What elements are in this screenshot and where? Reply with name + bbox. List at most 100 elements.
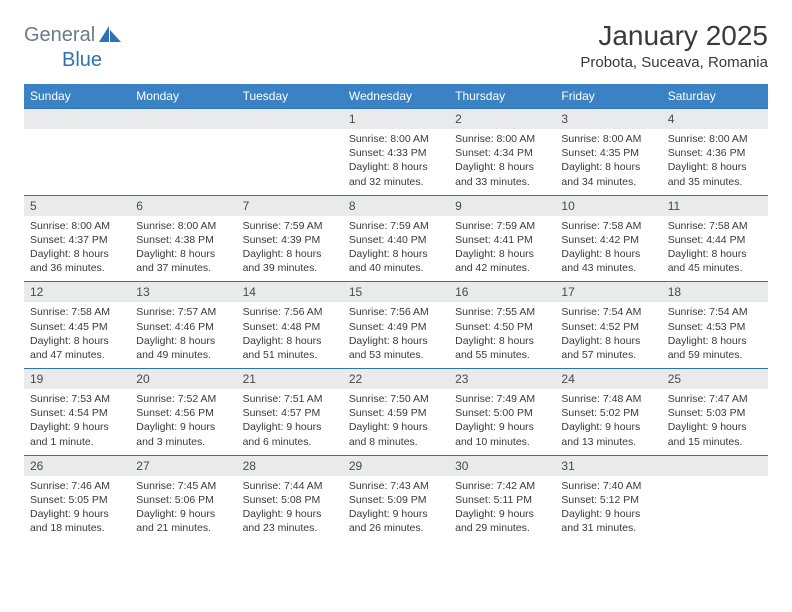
calendar-cell: 20Sunrise: 7:52 AMSunset: 4:56 PMDayligh… [130, 369, 236, 456]
day-detail: Sunrise: 7:46 AMSunset: 5:05 PMDaylight:… [24, 476, 130, 542]
calendar-cell: . [237, 109, 343, 196]
calendar-cell: 7Sunrise: 7:59 AMSunset: 4:39 PMDaylight… [237, 195, 343, 282]
day-detail: Sunrise: 8:00 AMSunset: 4:34 PMDaylight:… [449, 129, 555, 195]
weekday-sunday: Sunday [24, 84, 130, 109]
calendar-cell: 9Sunrise: 7:59 AMSunset: 4:41 PMDaylight… [449, 195, 555, 282]
day-number: 29 [343, 456, 449, 476]
calendar-cell: 3Sunrise: 8:00 AMSunset: 4:35 PMDaylight… [555, 109, 661, 196]
calendar-row: 26Sunrise: 7:46 AMSunset: 5:05 PMDayligh… [24, 455, 768, 541]
day-number: 27 [130, 456, 236, 476]
brand-second: Blue [62, 49, 102, 71]
calendar-cell: 19Sunrise: 7:53 AMSunset: 4:54 PMDayligh… [24, 369, 130, 456]
calendar-cell: 15Sunrise: 7:56 AMSunset: 4:49 PMDayligh… [343, 282, 449, 369]
day-detail: Sunrise: 7:58 AMSunset: 4:44 PMDaylight:… [662, 216, 768, 282]
day-detail: Sunrise: 7:44 AMSunset: 5:08 PMDaylight:… [237, 476, 343, 542]
day-detail: Sunrise: 7:56 AMSunset: 4:48 PMDaylight:… [237, 302, 343, 368]
day-number: 4 [662, 109, 768, 129]
calendar-cell: 21Sunrise: 7:51 AMSunset: 4:57 PMDayligh… [237, 369, 343, 456]
weekday-friday: Friday [555, 84, 661, 109]
calendar-cell: 26Sunrise: 7:46 AMSunset: 5:05 PMDayligh… [24, 455, 130, 541]
day-detail: Sunrise: 7:57 AMSunset: 4:46 PMDaylight:… [130, 302, 236, 368]
weekday-wednesday: Wednesday [343, 84, 449, 109]
brand-mark-icon [99, 24, 121, 47]
weekday-saturday: Saturday [662, 84, 768, 109]
calendar-cell: 23Sunrise: 7:49 AMSunset: 5:00 PMDayligh… [449, 369, 555, 456]
calendar-cell: 14Sunrise: 7:56 AMSunset: 4:48 PMDayligh… [237, 282, 343, 369]
calendar-table: SundayMondayTuesdayWednesdayThursdayFrid… [24, 84, 768, 541]
calendar-cell: 18Sunrise: 7:54 AMSunset: 4:53 PMDayligh… [662, 282, 768, 369]
day-number: 15 [343, 282, 449, 302]
calendar-row: 12Sunrise: 7:58 AMSunset: 4:45 PMDayligh… [24, 282, 768, 369]
calendar-cell: 30Sunrise: 7:42 AMSunset: 5:11 PMDayligh… [449, 455, 555, 541]
day-detail: Sunrise: 7:50 AMSunset: 4:59 PMDaylight:… [343, 389, 449, 455]
day-number: 6 [130, 196, 236, 216]
calendar-cell: 27Sunrise: 7:45 AMSunset: 5:06 PMDayligh… [130, 455, 236, 541]
day-detail: Sunrise: 7:59 AMSunset: 4:41 PMDaylight:… [449, 216, 555, 282]
weekday-header: SundayMondayTuesdayWednesdayThursdayFrid… [24, 84, 768, 109]
day-detail: Sunrise: 7:49 AMSunset: 5:00 PMDaylight:… [449, 389, 555, 455]
day-number: 30 [449, 456, 555, 476]
day-number: 5 [24, 196, 130, 216]
day-detail: Sunrise: 8:00 AMSunset: 4:37 PMDaylight:… [24, 216, 130, 282]
calendar-cell: 13Sunrise: 7:57 AMSunset: 4:46 PMDayligh… [130, 282, 236, 369]
calendar-page: General January 2025 Probota, Suceava, R… [0, 0, 792, 561]
calendar-row: 5Sunrise: 8:00 AMSunset: 4:37 PMDaylight… [24, 195, 768, 282]
calendar-cell: 31Sunrise: 7:40 AMSunset: 5:12 PMDayligh… [555, 455, 661, 541]
day-detail: Sunrise: 7:54 AMSunset: 4:52 PMDaylight:… [555, 302, 661, 368]
weekday-monday: Monday [130, 84, 236, 109]
day-number: 12 [24, 282, 130, 302]
day-detail: Sunrise: 8:00 AMSunset: 4:35 PMDaylight:… [555, 129, 661, 195]
calendar-cell: 28Sunrise: 7:44 AMSunset: 5:08 PMDayligh… [237, 455, 343, 541]
day-detail: Sunrise: 7:40 AMSunset: 5:12 PMDaylight:… [555, 476, 661, 542]
calendar-cell: . [130, 109, 236, 196]
day-detail: Sunrise: 7:47 AMSunset: 5:03 PMDaylight:… [662, 389, 768, 455]
calendar-cell: 1Sunrise: 8:00 AMSunset: 4:33 PMDaylight… [343, 109, 449, 196]
day-number: 9 [449, 196, 555, 216]
calendar-row: ...1Sunrise: 8:00 AMSunset: 4:33 PMDayli… [24, 109, 768, 196]
day-number: 16 [449, 282, 555, 302]
day-number: 21 [237, 369, 343, 389]
day-number: 24 [555, 369, 661, 389]
day-detail: Sunrise: 7:53 AMSunset: 4:54 PMDaylight:… [24, 389, 130, 455]
calendar-cell: 24Sunrise: 7:48 AMSunset: 5:02 PMDayligh… [555, 369, 661, 456]
calendar-row: 19Sunrise: 7:53 AMSunset: 4:54 PMDayligh… [24, 369, 768, 456]
day-detail: Sunrise: 7:45 AMSunset: 5:06 PMDaylight:… [130, 476, 236, 542]
day-detail: Sunrise: 7:59 AMSunset: 4:39 PMDaylight:… [237, 216, 343, 282]
calendar-cell: 5Sunrise: 8:00 AMSunset: 4:37 PMDaylight… [24, 195, 130, 282]
calendar-cell: 10Sunrise: 7:58 AMSunset: 4:42 PMDayligh… [555, 195, 661, 282]
day-number: 11 [662, 196, 768, 216]
calendar-body: ...1Sunrise: 8:00 AMSunset: 4:33 PMDayli… [24, 109, 768, 542]
day-number: 23 [449, 369, 555, 389]
calendar-cell: 4Sunrise: 8:00 AMSunset: 4:36 PMDaylight… [662, 109, 768, 196]
brand-logo: General [24, 24, 123, 47]
day-number: 22 [343, 369, 449, 389]
day-number: 26 [24, 456, 130, 476]
day-detail: Sunrise: 7:48 AMSunset: 5:02 PMDaylight:… [555, 389, 661, 455]
day-number: 2 [449, 109, 555, 129]
day-number: 1 [343, 109, 449, 129]
weekday-thursday: Thursday [449, 84, 555, 109]
calendar-cell: 16Sunrise: 7:55 AMSunset: 4:50 PMDayligh… [449, 282, 555, 369]
day-number: 7 [237, 196, 343, 216]
calendar-cell: 25Sunrise: 7:47 AMSunset: 5:03 PMDayligh… [662, 369, 768, 456]
day-detail: Sunrise: 7:58 AMSunset: 4:45 PMDaylight:… [24, 302, 130, 368]
day-detail: Sunrise: 7:59 AMSunset: 4:40 PMDaylight:… [343, 216, 449, 282]
month-title: January 2025 [580, 20, 768, 52]
calendar-cell: . [662, 455, 768, 541]
calendar-cell: . [24, 109, 130, 196]
day-number: 31 [555, 456, 661, 476]
calendar-cell: 12Sunrise: 7:58 AMSunset: 4:45 PMDayligh… [24, 282, 130, 369]
day-detail: Sunrise: 8:00 AMSunset: 4:38 PMDaylight:… [130, 216, 236, 282]
calendar-cell: 2Sunrise: 8:00 AMSunset: 4:34 PMDaylight… [449, 109, 555, 196]
day-detail: Sunrise: 7:43 AMSunset: 5:09 PMDaylight:… [343, 476, 449, 542]
day-number: 13 [130, 282, 236, 302]
calendar-cell: 11Sunrise: 7:58 AMSunset: 4:44 PMDayligh… [662, 195, 768, 282]
day-detail: Sunrise: 7:42 AMSunset: 5:11 PMDaylight:… [449, 476, 555, 542]
calendar-cell: 17Sunrise: 7:54 AMSunset: 4:52 PMDayligh… [555, 282, 661, 369]
day-number: 20 [130, 369, 236, 389]
day-number: 10 [555, 196, 661, 216]
day-number: 18 [662, 282, 768, 302]
brand-first: General [24, 24, 95, 47]
calendar-cell: 6Sunrise: 8:00 AMSunset: 4:38 PMDaylight… [130, 195, 236, 282]
day-number: 3 [555, 109, 661, 129]
